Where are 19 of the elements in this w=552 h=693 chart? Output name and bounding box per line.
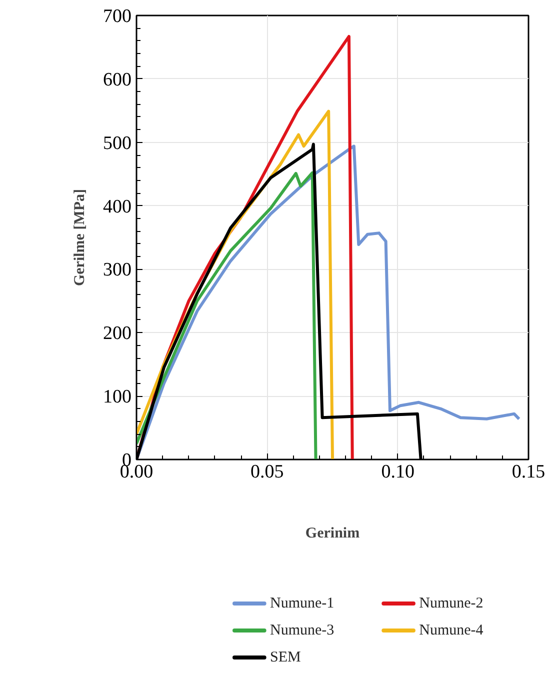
line-series: [136, 144, 521, 460]
x-tick-label: 0.15: [512, 462, 546, 482]
legend-label: Numune-2: [419, 596, 484, 612]
y-tick-label: 600: [103, 69, 132, 90]
legend-label: Numune-3: [270, 622, 334, 638]
y-tick-label: 500: [103, 132, 132, 154]
legend-label: SEM: [270, 650, 301, 666]
x-axis-title: Gerinim: [305, 526, 360, 542]
y-tick-label: 300: [103, 260, 132, 281]
line-series: [136, 171, 318, 460]
legend-label: Numune-4: [419, 622, 484, 638]
y-tick-label: 700: [103, 6, 132, 27]
legend-label: Numune-1: [270, 596, 334, 612]
y-tick-label: 100: [103, 386, 132, 408]
x-tick-label: 0.05: [250, 462, 284, 482]
y-tick-label: 400: [103, 196, 132, 218]
y-tick-label: 200: [103, 323, 132, 344]
y-axis-title: Gerilme [MPa]: [72, 188, 88, 286]
x-tick-label: 0.10: [381, 462, 414, 482]
